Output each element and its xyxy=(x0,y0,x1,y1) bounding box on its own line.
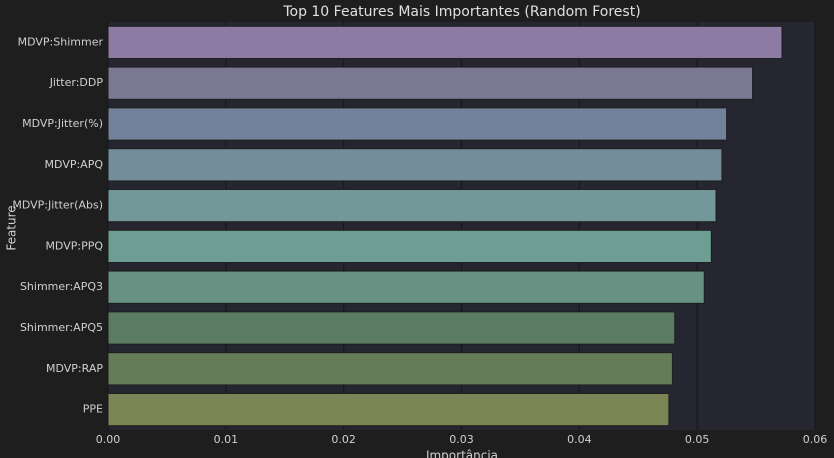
y-tick-label: PPE xyxy=(83,403,103,416)
bar xyxy=(107,148,723,182)
y-tick-label: Shimmer:APQ5 xyxy=(20,321,103,334)
x-tick-label: 0.02 xyxy=(331,433,356,446)
x-tick-label: 0.01 xyxy=(214,433,239,446)
bar xyxy=(107,392,670,427)
bar xyxy=(107,311,676,345)
bar xyxy=(107,352,673,386)
x-tick-label: 0.00 xyxy=(96,433,121,446)
y-tick-label: MDVP:APQ xyxy=(45,158,104,171)
x-tick-label: 0.05 xyxy=(685,433,710,446)
y-tick-label: MDVP:Shimmer xyxy=(18,35,104,48)
bar xyxy=(107,270,705,304)
y-tick-label: MDVP:Jitter(%) xyxy=(22,117,103,130)
bar xyxy=(107,188,717,223)
y-tick-label: Shimmer:APQ3 xyxy=(20,280,103,293)
bar xyxy=(107,25,783,60)
y-tick-label: MDVP:RAP xyxy=(46,362,103,375)
x-tick-label: 0.06 xyxy=(803,433,828,446)
x-axis-label: Importância xyxy=(426,449,498,458)
y-tick-label: MDVP:Jitter(Abs) xyxy=(12,199,103,212)
chart-title: Top 10 Features Mais Importantes (Random… xyxy=(282,4,640,20)
x-tick-label: 0.04 xyxy=(567,433,592,446)
y-axis-label: Feature xyxy=(5,205,19,250)
x-tick-label: 0.03 xyxy=(449,433,474,446)
y-tick-label: MDVP:PPQ xyxy=(45,239,103,252)
bar xyxy=(107,66,754,100)
y-tick-label: Jitter:DDP xyxy=(49,76,104,89)
bar xyxy=(107,229,712,264)
bar xyxy=(107,107,728,141)
